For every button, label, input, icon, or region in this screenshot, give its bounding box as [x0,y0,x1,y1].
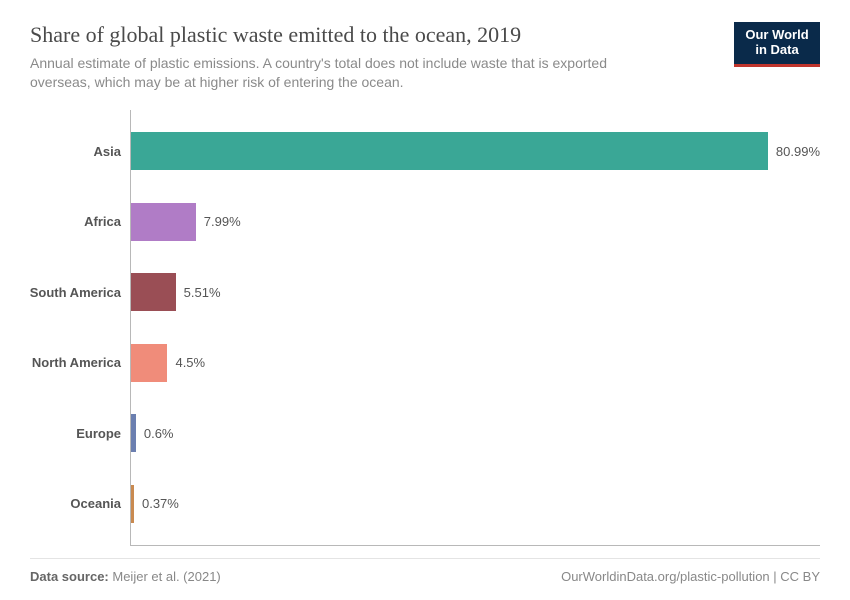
category-label: North America [32,355,131,370]
footer: Data source: Meijer et al. (2021) OurWor… [30,558,820,584]
category-label: Asia [94,144,131,159]
bar-row: South America5.51% [131,262,820,322]
category-label: Europe [76,426,131,441]
bar [131,273,176,311]
source-block: Data source: Meijer et al. (2021) [30,569,221,584]
value-label: 0.6% [144,426,174,441]
bar-rows: Asia80.99% Africa7.99% South America5.51% N… [131,110,820,545]
source-value: Meijer et al. (2021) [112,569,220,584]
bar-row: Africa7.99% [131,192,820,252]
value-label: 5.51% [184,285,221,300]
chart-subtitle: Annual estimate of plastic emissions. A … [30,54,670,92]
value-label: 0.37% [142,496,179,511]
source-label: Data source: [30,569,109,584]
attribution-block: OurWorldinData.org/plastic-pollution | C… [561,569,820,584]
chart-title: Share of global plastic waste emitted to… [30,22,670,48]
value-label: 7.99% [204,214,241,229]
bar [131,203,196,241]
owid-logo: Our World in Data [734,22,820,67]
bar [131,485,134,523]
bar-row: Asia80.99% [131,121,820,181]
logo-line-2: in Data [744,43,810,58]
header: Share of global plastic waste emitted to… [30,22,820,92]
category-label: South America [30,285,131,300]
bar-row: Oceania0.37% [131,474,820,534]
bar [131,132,768,170]
source-link[interactable]: OurWorldinData.org/plastic-pollution [561,569,770,584]
logo-line-1: Our World [744,28,810,43]
value-label: 4.5% [175,355,205,370]
category-label: Oceania [70,496,131,511]
separator: | [770,569,781,584]
license: CC BY [780,569,820,584]
plot-area: Asia80.99% Africa7.99% South America5.51% N… [130,110,820,546]
chart-card: Share of global plastic waste emitted to… [0,0,850,600]
value-label: 80.99% [776,144,820,159]
category-label: Africa [84,214,131,229]
bar-row: North America4.5% [131,333,820,393]
bar [131,414,136,452]
bar-row: Europe0.6% [131,403,820,463]
header-text-block: Share of global plastic waste emitted to… [30,22,670,92]
bar [131,344,167,382]
